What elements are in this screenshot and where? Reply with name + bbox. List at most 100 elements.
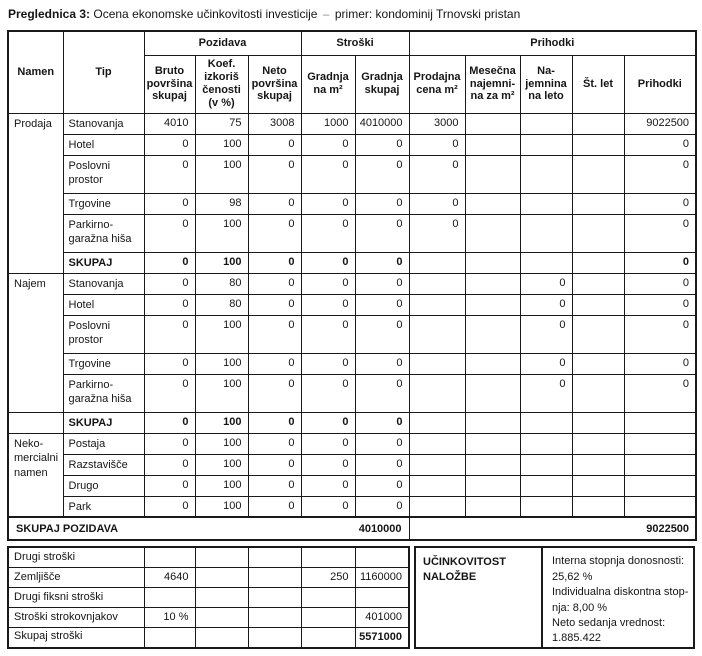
neto-povrsina-skupaj-cell: 0 [247, 411, 302, 434]
neto-povrsina-skupaj-cell: 0 [247, 272, 302, 295]
tip-cell: Postaja [62, 432, 145, 455]
prihodki-cell: 0 [623, 293, 697, 316]
header-namen: Namen [7, 30, 64, 114]
gradnja-na-m2-cell [300, 627, 356, 649]
bruto-povrsina-skupaj-cell: 4010 [143, 112, 196, 135]
bruto-povrsina-skupaj-cell: 0 [143, 133, 196, 156]
skupaj-pozidava-label: SKUPAJ POZIDAVA [16, 522, 119, 535]
neto-povrsina-skupaj-cell: 0 [247, 314, 302, 354]
prihodki-cell [623, 411, 697, 434]
st-let-cell [571, 373, 625, 413]
gradnja-na-m2-cell: 0 [300, 272, 356, 295]
table-row: SKUPAJ 0 100 0 0 0 [7, 411, 697, 434]
tip-cell: SKUPAJ [62, 411, 145, 434]
gradnja-skupaj-cell: 0 [354, 272, 410, 295]
gradnja-skupaj-cell: 0 [354, 373, 410, 413]
najemnina-na-leto-cell [519, 192, 573, 215]
header-cols-row: Bruto površina skupaj Koef. izkoriš čeno… [8, 54, 697, 114]
gradnja-na-m2-cell: 0 [300, 133, 356, 156]
header-tip: Tip [62, 30, 145, 114]
table-row: Drugi fiksni stroški [7, 586, 410, 609]
neto-povrsina-skupaj-cell: 0 [247, 474, 302, 497]
tip-cell: Hotel [62, 133, 145, 156]
main-table-body: Prodaja Stanovanja 4010 75 3008 1000 4010000 30… [7, 112, 697, 518]
table-row: Razstavišče 0 100 0 0 0 [8, 453, 697, 476]
prodajna-cena-m2-cell [408, 474, 466, 497]
skupaj-pozidava-prihodki-cell: 9022500 [408, 516, 697, 541]
gradnja-na-m2-cell: 0 [300, 213, 356, 253]
bruto-povrsina-skupaj-cell: 0 [143, 192, 196, 215]
mesecna-najemnina-za-m2-cell [464, 154, 521, 194]
header-col-prodajna-cena: Prodajna cena m² [408, 54, 466, 114]
koef-izkoriscenosti-cell [194, 627, 249, 649]
prodajna-cena-m2-cell [408, 314, 466, 354]
prihodki-cell: 0 [623, 352, 697, 375]
gradnja-skupaj-cell: 0 [354, 213, 410, 253]
mesecna-najemnina-za-m2-cell [464, 495, 521, 518]
gradnja-skupaj-cell: 0 [354, 453, 410, 476]
mesecna-najemnina-za-m2-cell [464, 251, 521, 274]
header-col-st-let: Št. let [571, 54, 625, 114]
st-let-cell [571, 453, 625, 476]
cost-label-cell: Drugi fiksni stroški [7, 586, 145, 609]
st-let-cell [571, 474, 625, 497]
costs-table-body: Drugi stroški Zemljišče 4640 250 1160000 Drug… [7, 546, 410, 649]
najemnina-na-leto-cell [519, 432, 573, 455]
gradnja-skupaj-cell: 0 [354, 411, 410, 434]
prodajna-cena-m2-cell [408, 411, 466, 434]
header-group-stroski: Stroški [300, 30, 410, 56]
gradnja-skupaj-cell: 0 [354, 352, 410, 375]
gradnja-na-m2-cell [300, 546, 356, 568]
bruto-povrsina-skupaj-cell: 0 [143, 432, 196, 455]
prihodki-cell [623, 453, 697, 476]
table-row: Stroški strokovnjakov 10 % 401000 [7, 607, 410, 629]
header-col-gradnja-skupaj: Gradnja skupaj [354, 54, 410, 114]
st-let-cell [571, 272, 625, 295]
prodajna-cena-m2-cell [408, 453, 466, 476]
tip-cell: Trgovine [62, 352, 145, 375]
st-let-cell [571, 314, 625, 354]
mesecna-najemnina-za-m2-cell [464, 432, 521, 455]
tip-cell: Parkirno- garažna hiša [62, 373, 145, 413]
skupaj-pozidava-prihodki-value: 9022500 [646, 522, 690, 535]
cost-label-cell: Stroški strokovnjakov [7, 607, 145, 629]
table-row: Prodaja Stanovanja 4010 75 3008 1000 4010000 30… [7, 112, 697, 274]
koef-izkoriscenosti-cell [194, 546, 249, 568]
koef-izkoriscenosti-cell: 100 [194, 213, 249, 253]
bruto-povrsina-skupaj-cell: 0 [143, 495, 196, 518]
koef-izkoriscenosti-cell: 100 [194, 373, 249, 413]
prihodki-cell: 0 [623, 133, 697, 156]
st-let-cell [571, 411, 625, 434]
gradnja-na-m2-cell [300, 586, 356, 609]
gradnja-skupaj-cell: 401000 [354, 607, 410, 629]
koef-izkoriscenosti-cell: 100 [194, 474, 249, 497]
skupaj-pozidava-left-cell: SKUPAJ POZIDAVA 4010000 [7, 516, 410, 541]
skupaj-pozidava-row: SKUPAJ POZIDAVA 4010000 9022500 [7, 516, 697, 541]
gradnja-skupaj-cell: 0 [354, 293, 410, 316]
gradnja-skupaj-cell: 0 [354, 314, 410, 354]
najemnina-na-leto-cell: 0 [519, 352, 573, 375]
mesecna-najemnina-za-m2-cell [464, 411, 521, 434]
efficiency-line: Individualna diskontna stop- nja: 8,00 % [552, 586, 689, 614]
najemnina-na-leto-cell: 0 [519, 293, 573, 316]
prihodki-cell: 0 [623, 314, 697, 354]
prodajna-cena-m2-cell [408, 293, 466, 316]
gradnja-na-m2-cell: 0 [300, 474, 356, 497]
neto-povrsina-skupaj-cell: 0 [247, 352, 302, 375]
prodajna-cena-m2-cell: 3000 [408, 112, 466, 135]
gradnja-na-m2-cell: 0 [300, 293, 356, 316]
gradnja-skupaj-cell: 0 [354, 154, 410, 194]
gradnja-skupaj-cell: 0 [354, 432, 410, 455]
mesecna-najemnina-za-m2-cell [464, 112, 521, 135]
st-let-cell [571, 154, 625, 194]
koef-izkoriscenosti-cell: 100 [194, 495, 249, 518]
koef-izkoriscenosti-cell: 100 [194, 352, 249, 375]
neto-povrsina-skupaj-cell: 3008 [247, 112, 302, 135]
koef-izkoriscenosti-cell: 100 [194, 411, 249, 434]
najemnina-na-leto-cell [519, 133, 573, 156]
prihodki-cell [623, 495, 697, 518]
costs-table: Drugi stroški Zemljišče 4640 250 1160000 Drug… [7, 546, 410, 649]
efficiency-box-title: UČINKOVITOST NALOŽBE [416, 548, 543, 647]
namen-cell: Neko- mercialni namen [7, 432, 64, 518]
prihodki-cell: 0 [623, 373, 697, 413]
